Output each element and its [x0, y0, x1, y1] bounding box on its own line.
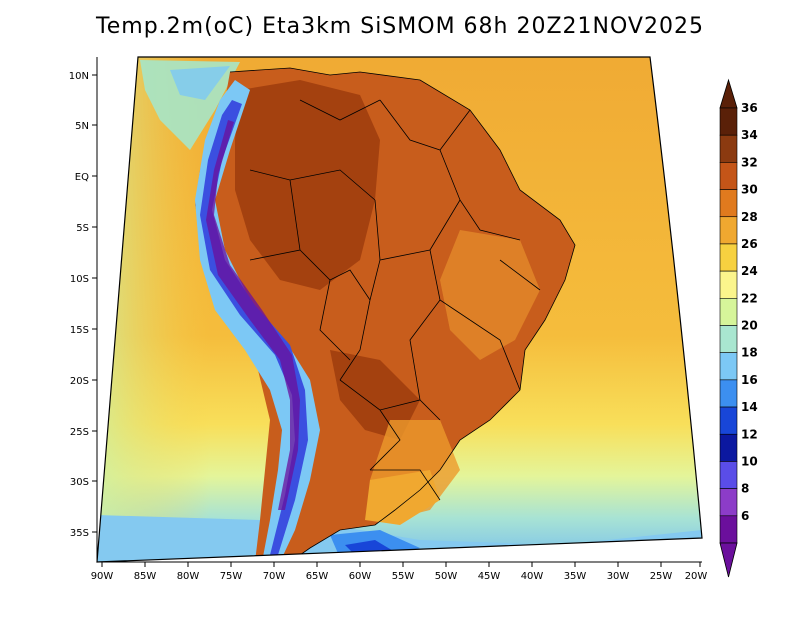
- lon-label-55w: 55W: [392, 571, 415, 582]
- lon-label-35w: 35W: [564, 571, 587, 582]
- latitude-axis: 10N 5N EQ 5S 10S 15S 20S 25S 30S 35S: [69, 71, 97, 539]
- lat-label-5s: 5S: [76, 223, 89, 234]
- andes-coldest-core: [206, 120, 300, 510]
- lat-label-20s: 20S: [70, 376, 89, 387]
- colorbar-label: 18: [741, 346, 758, 360]
- longitude-axis: 90W 85W 80W 75W 70W 65W 60W 55W 50W 45W …: [91, 562, 708, 582]
- colorbar-label: 8: [741, 482, 749, 496]
- colorbar-swatch: [719, 189, 738, 218]
- lat-label-10n: 10N: [69, 71, 89, 82]
- colorbar-swatch: [719, 379, 738, 408]
- colorbar-swatch: [719, 488, 738, 517]
- colorbar-label: 24: [741, 264, 758, 278]
- amazon-hot-region: [235, 80, 380, 290]
- colorbar-label: 28: [741, 210, 758, 224]
- lat-label-eq: EQ: [75, 172, 89, 183]
- colorbar-swatch: [719, 406, 738, 435]
- map-title: Temp.2m(oC) Eta3km SiSMOM 68h 20Z21NOV20…: [96, 14, 704, 39]
- lon-label-80w: 80W: [177, 571, 200, 582]
- map-frame: [96, 56, 703, 563]
- colorbar-swatch: [719, 433, 738, 462]
- colorbar-label: 6: [741, 509, 749, 523]
- colorbar-label: 34: [741, 128, 758, 142]
- lat-label-25s: 25S: [70, 427, 89, 438]
- lon-label-90w: 90W: [91, 571, 114, 582]
- brazil-highlands: [440, 230, 540, 360]
- lat-label-10s: 10S: [70, 274, 89, 285]
- andes-cold-core: [200, 100, 308, 555]
- uruguay-region: [365, 470, 440, 525]
- colorbar-label: 30: [741, 183, 758, 197]
- lat-label-30s: 30S: [70, 477, 89, 488]
- lon-label-85w: 85W: [134, 571, 157, 582]
- lon-label-65w: 65W: [306, 571, 329, 582]
- colorbar-swatch: [719, 270, 738, 299]
- map-domain: [97, 57, 702, 562]
- colorbar-label: 26: [741, 237, 758, 251]
- lon-label-40w: 40W: [521, 571, 544, 582]
- colorbar-labels: 36 34 32 30 28 26 24 22 20 18 16 14 12 10 8 6: [741, 101, 758, 523]
- lat-label-35s: 35S: [70, 528, 89, 539]
- colorbar-swatch: [719, 162, 738, 190]
- colorbar-swatch: [719, 216, 738, 245]
- lat-label-5n: 5N: [75, 121, 89, 132]
- colorbar-swatch: [719, 243, 738, 272]
- colorbar-top-arrow: [719, 78, 738, 109]
- lon-label-25w: 25W: [650, 571, 673, 582]
- colorbar-label: 36: [741, 101, 758, 115]
- colorbar-swatch: [719, 298, 738, 326]
- pantanal-hot-region: [330, 350, 420, 440]
- colorbar-label: 12: [741, 427, 758, 441]
- colorbar-label: 22: [741, 291, 758, 305]
- colorbar: 36 34 32 30 28 26 24 22 20 18 16 14 12 10 8 6: [719, 78, 758, 578]
- colorbar-bottom-arrow: [719, 542, 738, 578]
- colorbar-swatch: [719, 461, 738, 489]
- lon-label-20w: 20W: [685, 571, 708, 582]
- colorbar-swatch: [719, 325, 738, 353]
- north-pacific-cold: [170, 66, 230, 100]
- colorbar-swatches: [719, 107, 738, 544]
- colorbar-label: 16: [741, 373, 758, 387]
- colorbar-swatch: [719, 515, 738, 544]
- lon-label-45w: 45W: [478, 571, 501, 582]
- lon-label-50w: 50W: [435, 571, 458, 582]
- lon-label-60w: 60W: [349, 571, 372, 582]
- lon-label-70w: 70W: [263, 571, 286, 582]
- colorbar-label: 14: [741, 400, 758, 414]
- colorbar-swatch: [719, 352, 738, 381]
- colorbar-swatch: [719, 107, 738, 136]
- lon-label-30w: 30W: [607, 571, 630, 582]
- country-borders: [229, 67, 576, 562]
- colorbar-label: 20: [741, 319, 758, 333]
- colorbar-label: 10: [741, 454, 758, 468]
- colorbar-swatch: [719, 134, 738, 163]
- colorbar-label: 32: [741, 155, 758, 169]
- lon-label-75w: 75W: [220, 571, 243, 582]
- lat-label-15s: 15S: [70, 325, 89, 336]
